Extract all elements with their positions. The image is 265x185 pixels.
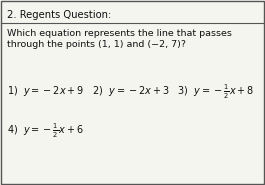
Text: Which equation represents the line that passes
through the points (1, 1) and (−2: Which equation represents the line that … xyxy=(7,29,232,49)
Text: 4)  $y = -\frac{1}{2}x+6$: 4) $y = -\frac{1}{2}x+6$ xyxy=(7,122,83,140)
Text: 1)  $y = -2x+9$   2)  $y = -2x+3$   3)  $y = -\frac{1}{2}x+8$: 1) $y = -2x+9$ 2) $y = -2x+3$ 3) $y = -\… xyxy=(7,82,254,101)
Text: 2. Regents Question:: 2. Regents Question: xyxy=(7,10,111,20)
